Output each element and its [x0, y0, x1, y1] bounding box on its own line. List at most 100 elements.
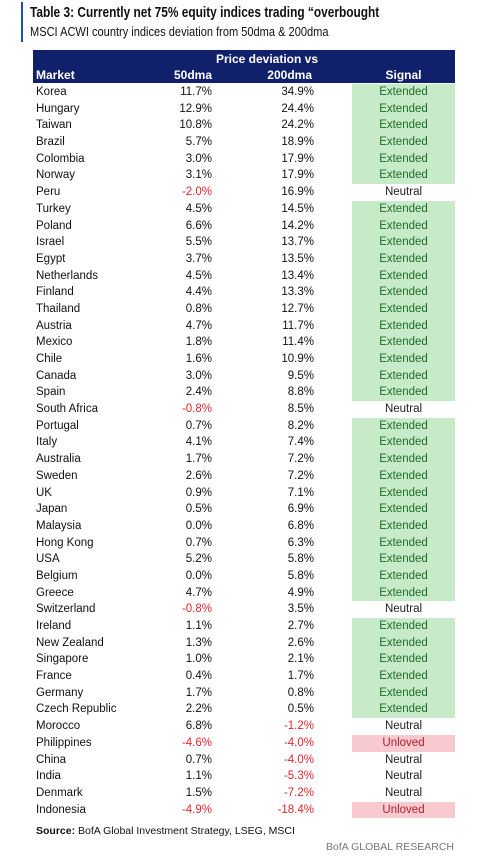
dma200-cell: 0.8%: [287, 686, 314, 699]
dma200-cell: 2.1%: [287, 653, 314, 666]
table-row: Taiwan 10.8% 24.2% Extended: [33, 117, 455, 135]
table-row: UK 0.9% 7.1% Extended: [33, 484, 455, 502]
dma50-cell: 0.7%: [185, 536, 212, 549]
market-cell: Colombia: [36, 152, 85, 165]
dma50-cell: -2.0%: [181, 186, 212, 199]
signal-cell: Extended: [352, 367, 455, 385]
table-row: Ireland 1.1% 2.7% Extended: [33, 618, 455, 635]
market-cell: Thailand: [36, 302, 81, 315]
dma200-cell: 34.9%: [281, 86, 314, 98]
signal-cell: Extended: [352, 217, 455, 235]
market-cell: Finland: [36, 286, 74, 299]
market-cell: Peru: [36, 186, 61, 199]
dma50-cell: 1.1%: [185, 620, 212, 632]
dma200-cell: 8.8%: [287, 386, 314, 399]
market-cell: Portugal: [36, 419, 79, 432]
dma200-cell: 24.2%: [281, 119, 314, 132]
dma200-cell: 8.2%: [287, 419, 314, 432]
market-cell: Mexico: [36, 336, 73, 349]
table-row: Spain 2.4% 8.8% Extended: [33, 384, 455, 402]
signal-cell: Neutral: [384, 403, 423, 416]
dma50-cell: 0.0%: [185, 569, 212, 582]
market-cell: Switzerland: [36, 603, 96, 616]
dma50-cell: -0.8%: [181, 603, 212, 616]
market-cell: Australia: [36, 453, 81, 466]
table-row: Mexico 1.8% 11.4% Extended: [33, 334, 455, 351]
dma200-cell: 13.4%: [281, 269, 314, 282]
dma200-cell: 18.9%: [281, 136, 314, 149]
signal-cell: Extended: [352, 484, 455, 502]
table-row: Belgium 0.0% 5.8% Extended: [33, 567, 455, 585]
dma200-cell: 7.4%: [287, 436, 314, 449]
dma50-cell: 12.9%: [179, 102, 212, 115]
dma50-cell: 0.9%: [185, 486, 212, 499]
market-cell: Japan: [36, 503, 68, 516]
market-cell: Korea: [36, 86, 67, 98]
table-row: Brazil 5.7% 18.9% Extended: [33, 134, 455, 151]
dma50-cell: 1.7%: [185, 453, 212, 466]
signal-cell: Extended: [352, 351, 455, 368]
dma200-cell: -18.4%: [277, 803, 314, 816]
signal-cell: Neutral: [384, 186, 423, 199]
signal-cell: Extended: [352, 634, 455, 652]
dma200-cell: 9.5%: [287, 369, 314, 382]
table-row: Sweden 2.6% 7.2% Extended: [33, 467, 455, 485]
dma200-cell: 8.5%: [287, 403, 314, 416]
market-cell: Canada: [36, 369, 77, 382]
signal-cell: Extended: [352, 434, 455, 452]
table-row: Malaysia 0.0% 6.8% Extended: [33, 517, 455, 535]
table-row: Netherlands 4.5% 13.4% Extended: [33, 267, 455, 285]
dma200-cell: 7.2%: [287, 453, 314, 466]
signal-cell: Extended: [352, 701, 455, 719]
market-cell: USA: [36, 553, 60, 566]
table-row: Hungary 12.9% 24.4% Extended: [33, 100, 455, 118]
market-cell: Italy: [36, 436, 58, 449]
signal-cell: Neutral: [384, 753, 423, 766]
signal-cell: Extended: [352, 300, 455, 318]
dma200-cell: 13.7%: [281, 236, 314, 249]
table-row: Norway 3.1% 17.9% Extended: [33, 167, 455, 185]
market-cell: France: [36, 670, 72, 683]
column-header: 200dma: [267, 68, 312, 82]
dma200-cell: 6.9%: [287, 503, 314, 516]
market-cell: Ireland: [36, 620, 72, 632]
dma50-cell: 0.0%: [185, 519, 212, 532]
dma200-cell: 6.8%: [287, 519, 314, 532]
dma50-cell: 11.7%: [180, 86, 212, 98]
dma200-cell: 12.7%: [281, 302, 314, 315]
table-row: Korea 11.7% 34.9% Extended: [33, 84, 455, 101]
signal-cell: Extended: [352, 651, 455, 669]
market-cell: Germany: [36, 686, 84, 699]
dma200-cell: 17.9%: [281, 152, 314, 165]
table-row: Colombia 3.0% 17.9% Extended: [33, 150, 455, 168]
dma200-cell: 7.2%: [287, 469, 314, 482]
column-header: 50dma: [173, 68, 212, 82]
signal-cell: Extended: [352, 284, 455, 301]
market-cell: Indonesia: [36, 803, 86, 816]
dma50-cell: 4.5%: [185, 202, 212, 215]
table-row: Italy 4.1% 7.4% Extended: [33, 434, 455, 452]
signal-cell: Neutral: [384, 720, 423, 733]
market-cell: Norway: [36, 169, 75, 182]
dma50-cell: -4.6%: [181, 736, 212, 749]
market-cell: Singapore: [36, 653, 89, 666]
dma50-cell: -4.9%: [181, 803, 212, 816]
market-cell: Netherlands: [36, 269, 99, 282]
table-row: Turkey 4.5% 14.5% Extended: [33, 200, 455, 218]
dma200-cell: 13.3%: [281, 286, 314, 299]
signal-cell: Extended: [352, 250, 455, 268]
dma50-cell: -0.8%: [181, 403, 212, 416]
dma200-cell: 10.9%: [281, 353, 314, 365]
signal-cell: Extended: [352, 384, 455, 402]
table-row: Thailand 0.8% 12.7% Extended: [33, 300, 455, 318]
dma50-cell: 4.1%: [185, 436, 212, 449]
dma200-cell: 6.3%: [287, 536, 314, 549]
dma50-cell: 3.0%: [185, 152, 212, 165]
table-row: Japan 0.5% 6.9% Extended: [33, 501, 455, 518]
signal-cell: Extended: [352, 618, 455, 635]
dma50-cell: 1.3%: [185, 636, 212, 649]
dma200-cell: 3.5%: [287, 603, 314, 616]
market-cell: Philippines: [36, 736, 92, 749]
signal-cell: Extended: [352, 150, 455, 168]
brand: BofA GLOBAL RESEARCH: [326, 841, 454, 853]
